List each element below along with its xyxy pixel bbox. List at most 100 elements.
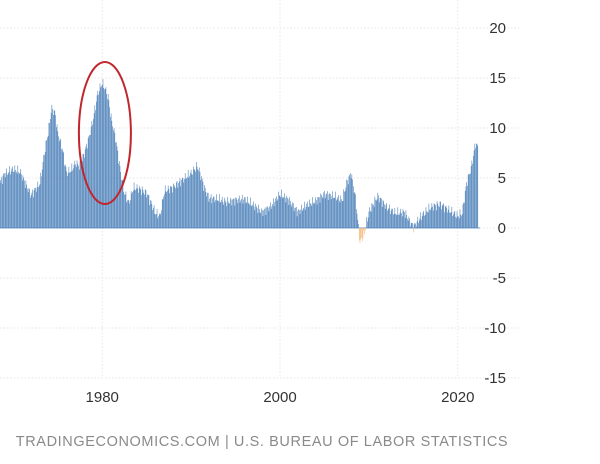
bar [469, 174, 470, 228]
bar [210, 194, 212, 228]
bar [408, 216, 410, 228]
bar [339, 202, 341, 228]
bar [28, 188, 30, 228]
bar [214, 202, 216, 228]
bar [102, 78, 104, 228]
y-tick-label: -15 [484, 370, 506, 387]
bar [354, 192, 356, 228]
bar [319, 202, 321, 228]
y-tick-label: 15 [489, 70, 506, 87]
bar [130, 200, 131, 228]
bar [189, 175, 190, 228]
bar [108, 100, 110, 228]
bar [371, 203, 373, 228]
bar [9, 166, 10, 228]
bar [187, 176, 188, 228]
bar [347, 180, 348, 228]
bar [435, 205, 436, 228]
bar [418, 222, 419, 228]
bar [412, 223, 413, 228]
bar [421, 216, 423, 228]
bar [298, 210, 300, 228]
bar [291, 206, 293, 228]
bar [265, 214, 267, 228]
bar [192, 174, 193, 228]
bar [456, 211, 458, 228]
bar [18, 173, 20, 228]
bar [73, 168, 74, 228]
bar [196, 166, 198, 228]
bar [290, 204, 292, 228]
bar [299, 213, 301, 228]
bar [218, 194, 220, 228]
bar [296, 206, 297, 228]
bar [401, 213, 402, 228]
bar [314, 202, 316, 228]
bar [431, 203, 433, 228]
bar [26, 184, 27, 228]
bar [170, 186, 172, 228]
bar [344, 190, 346, 228]
bar [216, 194, 217, 228]
bar [31, 192, 33, 228]
bar [204, 187, 206, 228]
bar [324, 190, 325, 228]
bar [344, 191, 345, 228]
bar [65, 166, 67, 228]
bar [193, 166, 194, 228]
bar [224, 197, 225, 228]
bar [44, 151, 46, 228]
bar [277, 199, 279, 228]
bar [1, 183, 3, 228]
bar [288, 204, 290, 228]
bar [316, 200, 317, 228]
bar [331, 196, 333, 228]
bar [173, 184, 175, 228]
bar [178, 183, 179, 228]
bar [167, 185, 169, 228]
bar [113, 130, 114, 228]
bar [307, 201, 308, 228]
bar [161, 199, 163, 228]
bar [349, 174, 350, 228]
bar [87, 138, 89, 228]
bar [473, 155, 474, 228]
bar [115, 142, 116, 228]
bar [7, 174, 8, 228]
bar [158, 214, 160, 228]
bar [434, 204, 436, 228]
bar [100, 87, 102, 228]
bar [424, 214, 426, 228]
bar [233, 198, 234, 228]
bar [61, 148, 63, 228]
bar [245, 203, 247, 228]
bar [118, 161, 120, 228]
bar [98, 94, 99, 228]
bar [39, 183, 41, 228]
bar [250, 205, 252, 228]
bar [410, 226, 411, 228]
bar [466, 182, 467, 228]
bar [16, 173, 18, 228]
bar [212, 198, 213, 228]
bar [96, 95, 98, 229]
bar [18, 172, 19, 228]
bar [361, 228, 362, 238]
bar [416, 221, 418, 228]
bar [246, 202, 247, 228]
bar [445, 205, 447, 228]
bar [130, 191, 132, 228]
bar [384, 204, 385, 228]
bar [176, 181, 178, 228]
bar [313, 202, 314, 228]
bar [370, 210, 371, 228]
bar [398, 214, 400, 228]
bar [38, 185, 40, 228]
bar [81, 163, 82, 228]
bar [395, 213, 396, 228]
bar [144, 194, 145, 228]
bar [332, 191, 333, 228]
bar [393, 213, 395, 228]
bar [442, 204, 444, 228]
x-axis: 1980 2000 2020 [86, 389, 475, 406]
